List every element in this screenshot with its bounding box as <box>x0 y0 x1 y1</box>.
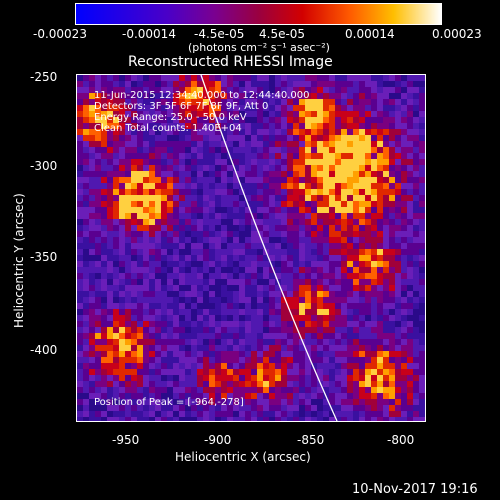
colorbar-tick-1: -0.00023 <box>33 27 87 41</box>
colorbar-tick-6: 0.00023 <box>432 27 482 41</box>
annotation-energy-range: Energy Range: 25.0 - 50.0 keV <box>94 112 247 123</box>
y-tick-label: -350 <box>30 250 58 264</box>
colorbar <box>75 3 442 25</box>
y-tick-label: -250 <box>30 70 58 84</box>
footer-timestamp: 10-Nov-2017 19:16 <box>352 482 478 497</box>
x-tick-label: -900 <box>204 433 232 447</box>
y-axis-label: Heliocentric Y (arcsec) <box>12 193 26 328</box>
y-tick-label: -300 <box>30 159 58 173</box>
x-axis-label: Heliocentric X (arcsec) <box>175 450 311 464</box>
peak-position-label: Position of Peak = [-964,-278] <box>94 397 244 408</box>
colorbar-unit-label: (photons cm⁻² s⁻¹ asec⁻²) <box>188 41 330 54</box>
annotation-detectors: Detectors: 3F 5F 6F 7F 8F 9F, Att 0 <box>94 101 269 112</box>
y-tick-label: -400 <box>30 343 58 357</box>
solar-limb-line <box>200 75 338 421</box>
x-tick-label: -850 <box>297 433 325 447</box>
annotation-counts: Clean Total counts: 1.40E+04 <box>94 123 242 134</box>
image-plot <box>76 74 426 422</box>
plot-title: Reconstructed RHESSI Image <box>128 54 333 70</box>
x-tick-label: -800 <box>387 433 415 447</box>
colorbar-tick-3: -4.5e-05 <box>194 27 245 41</box>
colorbar-tick-4: 4.5e-05 <box>259 27 306 41</box>
colorbar-tick-2: -0.00014 <box>122 27 176 41</box>
heatmap-image <box>77 75 425 421</box>
colorbar-tick-5: 0.00014 <box>345 27 395 41</box>
x-tick-label: -950 <box>112 433 140 447</box>
annotation-time-range: 11-Jun-2015 12:34:40.000 to 12:44:40.000 <box>94 90 310 101</box>
